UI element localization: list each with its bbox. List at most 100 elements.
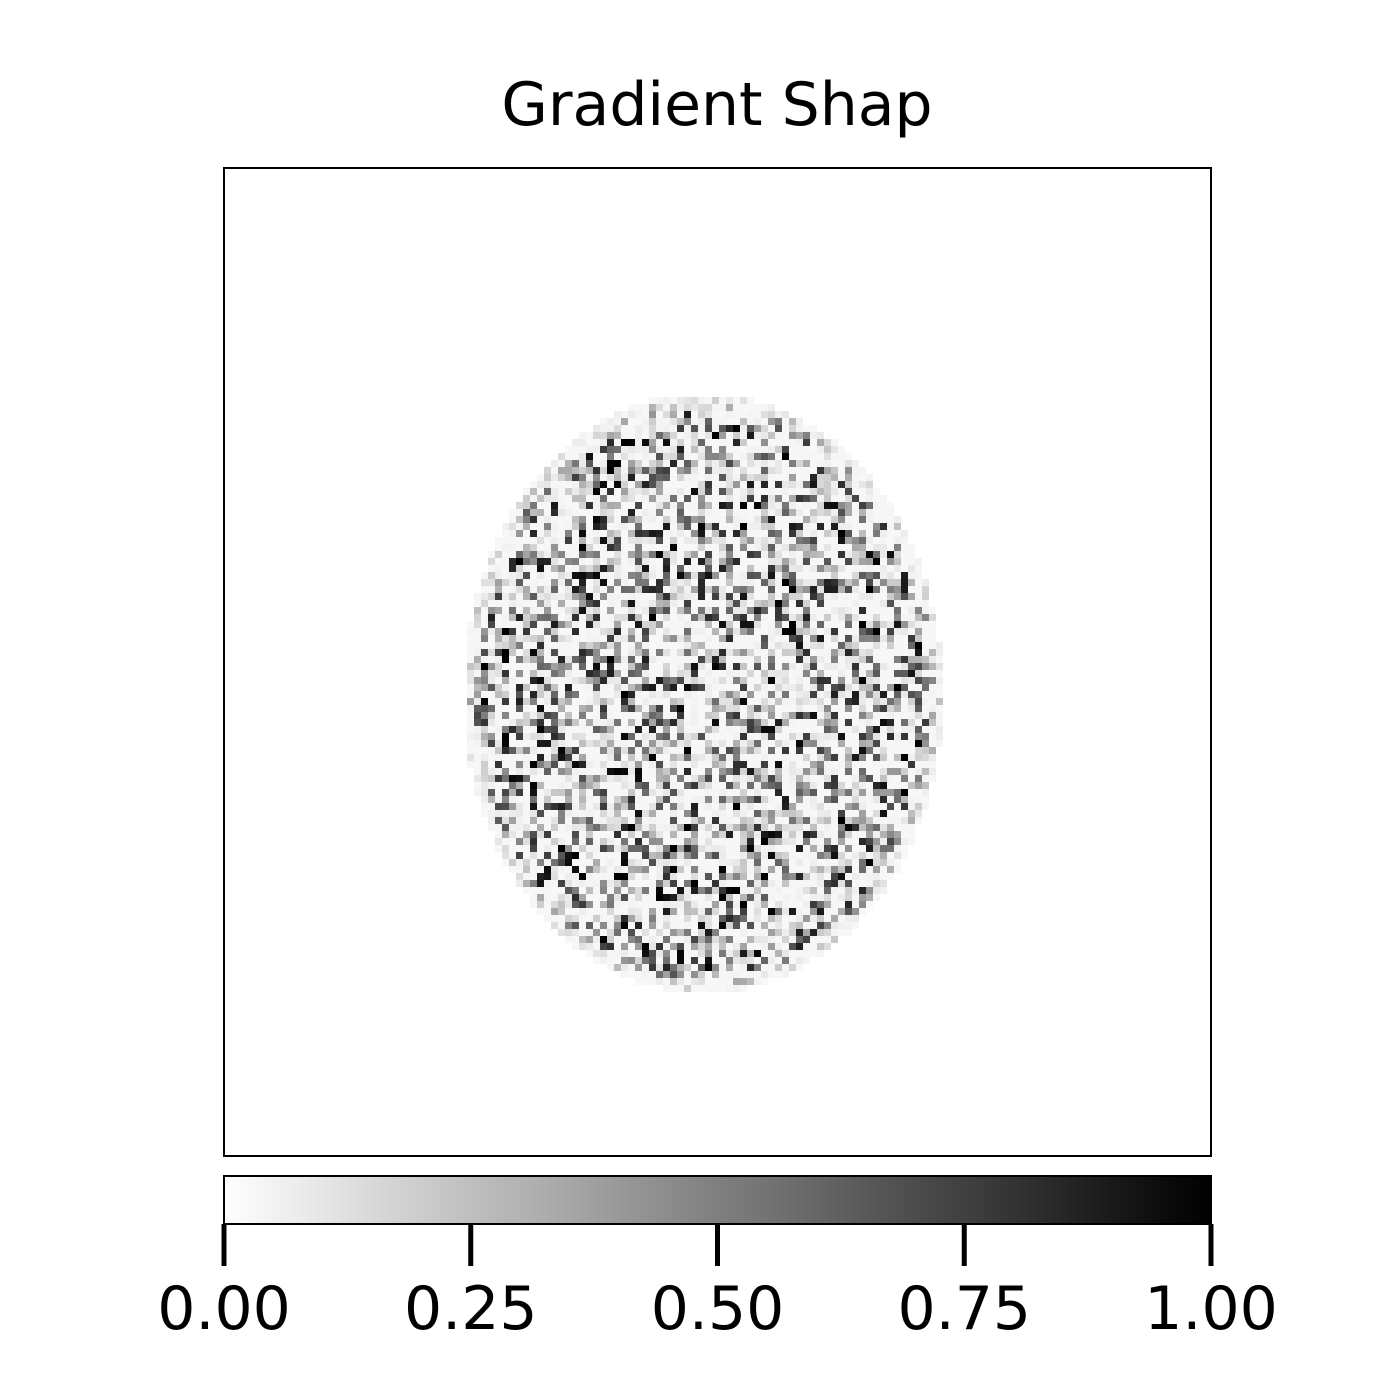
heatmap-cell (712, 957, 719, 964)
heatmap-cell (551, 516, 558, 523)
heatmap-cell (726, 908, 733, 915)
heatmap-cell (691, 670, 698, 677)
heatmap-cell (733, 824, 740, 831)
heatmap-cell (859, 859, 866, 866)
heatmap-cell (754, 586, 761, 593)
heatmap-cell (677, 635, 684, 642)
heatmap-cell (621, 782, 628, 789)
heatmap-cell (810, 936, 817, 943)
heatmap-cell (593, 775, 600, 782)
heatmap-cell (509, 565, 516, 572)
heatmap-cell (845, 621, 852, 628)
heatmap-cell (642, 817, 649, 824)
heatmap-cell (852, 747, 859, 754)
heatmap-cell (768, 726, 775, 733)
heatmap-cell (495, 656, 502, 663)
heatmap-cell (740, 649, 747, 656)
heatmap-cell (684, 453, 691, 460)
heatmap-cell (824, 901, 831, 908)
heatmap-cell (551, 705, 558, 712)
heatmap-cell (880, 565, 887, 572)
heatmap-cell (803, 593, 810, 600)
heatmap-cell (579, 621, 586, 628)
heatmap-cell (677, 663, 684, 670)
heatmap-cell (873, 726, 880, 733)
heatmap-cell (516, 838, 523, 845)
heatmap-cell (817, 530, 824, 537)
heatmap-cell (922, 719, 929, 726)
heatmap-cell (754, 460, 761, 467)
heatmap-cell (894, 572, 901, 579)
heatmap-cell (677, 607, 684, 614)
heatmap-cell (502, 712, 509, 719)
heatmap-cell (614, 901, 621, 908)
heatmap-cell (586, 698, 593, 705)
heatmap-cell (586, 936, 593, 943)
heatmap-cell (768, 789, 775, 796)
heatmap-cell (677, 453, 684, 460)
heatmap-cell (495, 747, 502, 754)
heatmap-cell (565, 684, 572, 691)
heatmap-cell (705, 950, 712, 957)
heatmap-cell (894, 642, 901, 649)
heatmap-cell (838, 677, 845, 684)
heatmap-cell (859, 719, 866, 726)
heatmap-cell (845, 474, 852, 481)
heatmap-cell (831, 474, 838, 481)
heatmap-cell (572, 726, 579, 733)
heatmap-cell (677, 796, 684, 803)
heatmap-cell (789, 943, 796, 950)
heatmap-cell (873, 607, 880, 614)
heatmap-cell (467, 649, 474, 656)
heatmap-cell (733, 957, 740, 964)
heatmap-cell (747, 614, 754, 621)
heatmap-cell (733, 950, 740, 957)
heatmap-cell (740, 439, 747, 446)
heatmap-cell (740, 845, 747, 852)
heatmap-cell (677, 866, 684, 873)
heatmap-cell (502, 670, 509, 677)
heatmap-cell (537, 894, 544, 901)
heatmap-cell (915, 775, 922, 782)
heatmap-cell (775, 670, 782, 677)
heatmap-cell (901, 677, 908, 684)
heatmap-cell (593, 453, 600, 460)
heatmap-cell (635, 551, 642, 558)
heatmap-cell (733, 782, 740, 789)
heatmap-cell (481, 684, 488, 691)
heatmap-cell (726, 460, 733, 467)
heatmap-cell (733, 418, 740, 425)
heatmap-cell (579, 572, 586, 579)
heatmap-cell (859, 621, 866, 628)
heatmap-cell (838, 894, 845, 901)
heatmap-cell (670, 516, 677, 523)
heatmap-cell (509, 775, 516, 782)
heatmap-cell (628, 873, 635, 880)
heatmap-cell (530, 880, 537, 887)
heatmap-cell (908, 600, 915, 607)
heatmap-cell (642, 922, 649, 929)
heatmap-cell (628, 684, 635, 691)
heatmap-cell (908, 593, 915, 600)
heatmap-cell (642, 656, 649, 663)
heatmap-cell (859, 831, 866, 838)
heatmap-cell (824, 614, 831, 621)
heatmap-cell (551, 901, 558, 908)
heatmap-cell (894, 859, 901, 866)
heatmap-cell (901, 810, 908, 817)
heatmap-cell (551, 467, 558, 474)
heatmap-cell (579, 446, 586, 453)
heatmap-cell (481, 579, 488, 586)
heatmap-cell (852, 670, 859, 677)
heatmap-cell (817, 572, 824, 579)
heatmap-cell (614, 957, 621, 964)
heatmap-cell (684, 649, 691, 656)
heatmap-cell (649, 621, 656, 628)
heatmap-cell (873, 719, 880, 726)
heatmap-cell (845, 565, 852, 572)
heatmap-cell (824, 516, 831, 523)
heatmap-cell (726, 887, 733, 894)
heatmap-cell (803, 817, 810, 824)
heatmap-cell (768, 908, 775, 915)
heatmap-cell (705, 768, 712, 775)
